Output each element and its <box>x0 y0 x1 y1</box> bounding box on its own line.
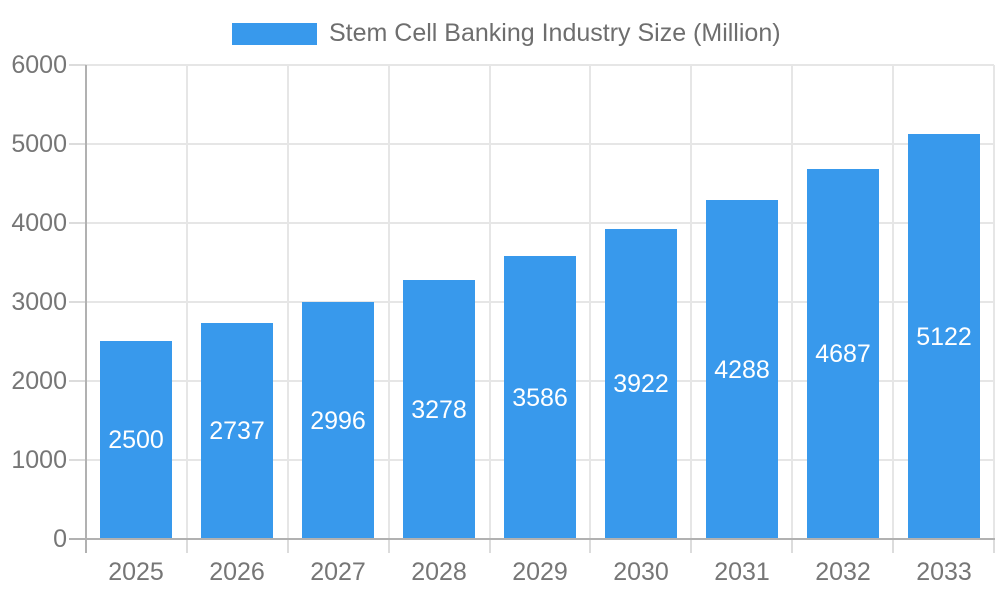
y-axis-line <box>85 65 87 553</box>
x-axis-tick <box>186 539 188 553</box>
x-axis-label: 2028 <box>411 558 467 586</box>
x-axis-label: 2025 <box>108 558 164 586</box>
legend-label: Stem Cell Banking Industry Size (Million… <box>329 19 781 47</box>
x-axis-label: 2031 <box>714 558 770 586</box>
bar-value-label: 2737 <box>209 417 265 445</box>
gridline-vertical <box>791 65 793 539</box>
y-axis-label: 3000 <box>11 288 67 316</box>
x-axis-line <box>69 538 995 540</box>
bar[interactable]: 3922 <box>605 229 677 539</box>
y-axis-tick <box>69 301 86 303</box>
bar-value-label: 2500 <box>108 426 164 454</box>
gridline-vertical <box>690 65 692 539</box>
bar-value-label: 4687 <box>815 340 871 368</box>
bar[interactable]: 5122 <box>908 134 980 539</box>
bar-value-label: 3586 <box>512 383 568 412</box>
y-axis-label: 4000 <box>11 209 67 237</box>
y-axis-tick <box>69 459 86 461</box>
gridline-horizontal <box>86 64 994 66</box>
x-axis-tick <box>388 539 390 553</box>
bar[interactable]: 3586 <box>504 256 576 539</box>
bar-value-label: 3278 <box>411 395 467 424</box>
bar[interactable]: 4687 <box>807 169 879 539</box>
x-axis-tick <box>287 539 289 553</box>
x-axis-label: 2026 <box>209 558 265 586</box>
y-axis-label: 2000 <box>11 367 67 395</box>
y-axis-tick <box>69 380 86 382</box>
bar[interactable]: 2500 <box>100 341 172 539</box>
legend-swatch <box>232 22 317 45</box>
bar[interactable]: 4288 <box>706 200 778 539</box>
gridline-vertical <box>388 65 390 539</box>
x-axis-label: 2032 <box>815 558 871 586</box>
x-axis-tick <box>892 539 894 553</box>
x-axis-tick <box>589 539 591 553</box>
y-axis-label: 5000 <box>11 130 67 158</box>
legend[interactable]: Stem Cell Banking Industry Size (Million… <box>232 21 781 46</box>
x-axis-tick <box>690 539 692 553</box>
x-axis-tick <box>791 539 793 553</box>
y-axis-label: 1000 <box>11 446 67 474</box>
bar[interactable]: 2737 <box>201 323 273 539</box>
gridline-vertical <box>287 65 289 539</box>
bar-value-label: 3922 <box>613 370 669 398</box>
x-axis-label: 2033 <box>916 558 972 586</box>
gridline-vertical <box>186 65 188 539</box>
bar-value-label: 5122 <box>916 322 972 351</box>
bar-value-label: 4288 <box>714 355 770 384</box>
x-axis-label: 2027 <box>310 558 366 586</box>
gridline-vertical <box>589 65 591 539</box>
y-axis-label: 0 <box>53 525 67 553</box>
x-axis-tick <box>993 539 995 553</box>
x-axis-label: 2030 <box>613 558 669 586</box>
gridline-vertical <box>489 65 491 539</box>
bar-value-label: 2996 <box>310 406 366 435</box>
gridline-horizontal <box>86 143 994 145</box>
x-axis-tick <box>489 539 491 553</box>
y-axis-label: 6000 <box>11 51 67 79</box>
y-axis-tick <box>69 222 86 224</box>
x-axis-label: 2029 <box>512 558 568 586</box>
gridline-horizontal <box>86 222 994 224</box>
y-axis-tick <box>69 143 86 145</box>
gridline-vertical <box>993 65 995 539</box>
bar[interactable]: 2996 <box>302 302 374 539</box>
bar[interactable]: 3278 <box>403 280 475 539</box>
gridline-vertical <box>892 65 894 539</box>
y-axis-tick <box>69 64 86 66</box>
